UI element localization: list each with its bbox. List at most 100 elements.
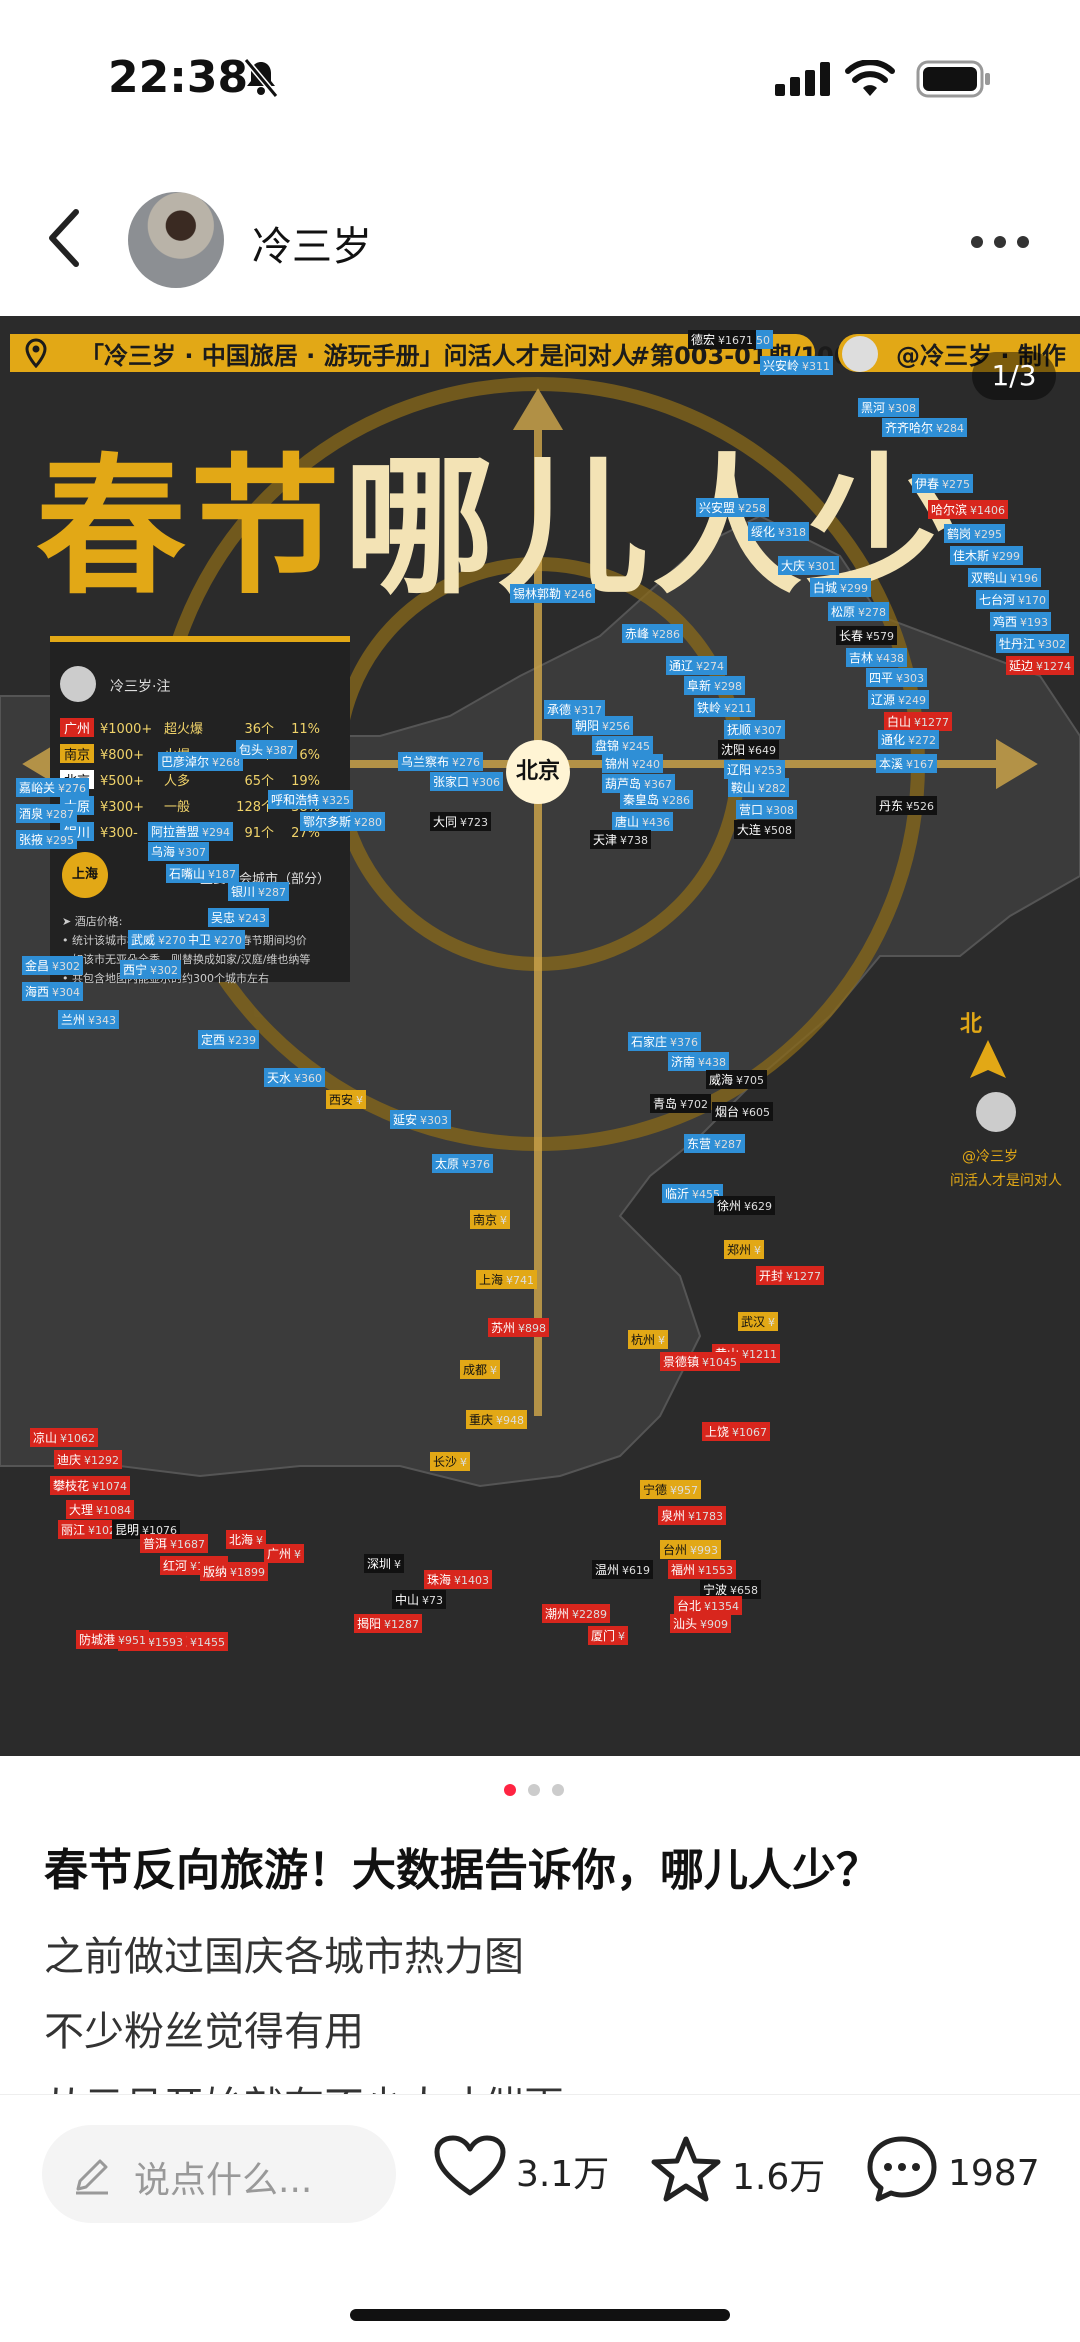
comment-input[interactable]: 说点什么... [42,2125,396,2223]
bottom-action-bar: 说点什么... 3.1万 1.6万 1987 [0,2094,1080,2342]
city-name: 苏州 [491,1321,516,1335]
city-label: 西宁 ¥302 [120,960,182,979]
city-price: ¥286 [652,628,681,641]
city-label: 郑州 ¥ [724,1240,765,1259]
city-price: ¥1062 [60,1432,96,1445]
favorite-button[interactable]: 1.6万 [650,2135,825,2212]
legend-price: ¥300+ [100,800,144,815]
city-name: 大庆 [781,559,806,573]
city-price: ¥ [500,1214,508,1227]
city-price: ¥ [490,1364,498,1377]
city-label: 张家口 ¥306 [430,772,504,791]
city-label: 大理 ¥1084 [66,1500,135,1519]
city-name: 朝阳 [575,719,600,733]
city-label: 石家庄 ¥376 [628,1032,702,1051]
carousel-dots [504,1784,564,1796]
back-arrow-icon[interactable] [44,206,84,274]
city-label: 双鸭山 ¥196 [968,568,1042,587]
city-price: ¥951 [118,1634,147,1647]
city-label: 厦门 ¥ [588,1626,629,1645]
city-label: 呼和浩特 ¥325 [268,790,354,809]
city-label: 石嘴山 ¥187 [166,864,240,883]
city-price: ¥438 [876,652,905,665]
city-label: 阜新 ¥298 [684,676,746,695]
city-label: 伊春 ¥275 [912,474,974,493]
city-price: ¥256 [602,720,631,733]
legend-pct: 19% [291,774,320,789]
city-price: ¥167 [906,758,935,771]
city-price: ¥302 [150,964,179,977]
city-name: 鄂尔多斯 [303,815,352,829]
city-name: 兴安盟 [699,501,736,515]
city-price: ¥605 [742,1106,771,1119]
city-price: ¥1274 [1036,660,1072,673]
like-button[interactable]: 3.1万 [434,2135,609,2206]
city-label: 临沂 ¥455 [662,1184,724,1203]
city-name: 郑州 [727,1243,752,1257]
legend-price: ¥300- [100,826,138,841]
city-price: ¥909 [700,1618,729,1631]
city-price: ¥307 [178,846,207,859]
legend-count: 65个 [244,774,274,789]
legend-note: ➤ 酒店价格: [62,915,123,928]
city-name: 哈尔滨 [931,503,968,517]
city-label: 防城港 ¥951 [76,1630,150,1649]
city-price: ¥249 [898,694,927,707]
post-body-line: 不少粉丝觉得有用 [44,2009,364,2055]
city-name: 温州 [595,1563,620,1577]
city-price: ¥1067 [732,1426,768,1439]
legend-price: ¥500+ [100,774,144,789]
city-label: 延边 ¥1274 [1006,656,1075,675]
comment-placeholder: 说点什么... [134,2160,313,2201]
city-label: 普洱 ¥1687 [140,1534,209,1553]
city-name: 烟台 [715,1105,740,1119]
city-price: ¥311 [802,360,831,373]
city-price: ¥240 [632,758,661,771]
legend-city-tag: 南京 [60,744,94,763]
city-name: 长沙 [433,1455,458,1469]
city-name: 承德 [547,703,572,717]
legend-level: 超火爆 [164,722,204,737]
author-name[interactable]: 冷三岁 [252,224,372,270]
city-price: ¥278 [858,606,887,619]
city-name: 伊春 [915,477,940,491]
city-label: 葫芦岛 ¥367 [602,774,676,793]
legend-note: • 共包含地图内能显示的约300个城市左右 [62,972,269,985]
city-name: 乌兰察布 [401,755,450,769]
city-name: 巴彦淖尔 [161,755,210,769]
city-price: ¥1593 [148,1636,184,1649]
city-name: 防城港 [79,1633,116,1647]
carousel-dot [552,1784,564,1796]
city-price: ¥455 [692,1188,721,1201]
city-name: 沈阳 [721,743,746,757]
comment-button[interactable]: 1987 [866,2135,1040,2212]
city-price: ¥253 [754,764,783,777]
city-price: ¥1277 [914,716,950,729]
city-price: ¥280 [354,816,383,829]
city-price: ¥1553 [698,1564,734,1577]
city-name: 鹤岗 [947,527,972,541]
city-price: ¥ [460,1456,468,1469]
city-name: 青岛 [653,1097,678,1111]
city-label: 盘锦 ¥245 [592,736,654,755]
author-avatar[interactable] [128,192,224,288]
more-options-icon[interactable] [970,234,1030,253]
city-name: 潮州 [545,1607,570,1621]
city-name: 吉林 [849,651,874,665]
city-price: ¥702 [680,1098,709,1111]
city-price: ¥317 [574,704,603,717]
city-label: 本溪 ¥167 [876,754,938,773]
city-price: ¥243 [238,912,267,925]
post-image[interactable]: 「冷三岁 · 中国旅居 · 游玩手册」问活人才是问对人 #第003-01期/10… [0,316,1080,1756]
city-price: ¥741 [506,1274,535,1287]
city-price: ¥282 [758,782,787,795]
city-label: 赤峰 ¥286 [622,624,684,643]
city-price: ¥325 [322,794,351,807]
city-name: 凉山 [33,1431,58,1445]
city-label: 太原 ¥376 [432,1154,494,1173]
city-label: 白山 ¥1277 [884,712,953,731]
city-price: ¥245 [622,740,651,753]
city-label: 珠海 ¥1403 [424,1570,493,1589]
city-price: ¥276 [452,756,481,769]
city-price: ¥387 [266,744,295,757]
